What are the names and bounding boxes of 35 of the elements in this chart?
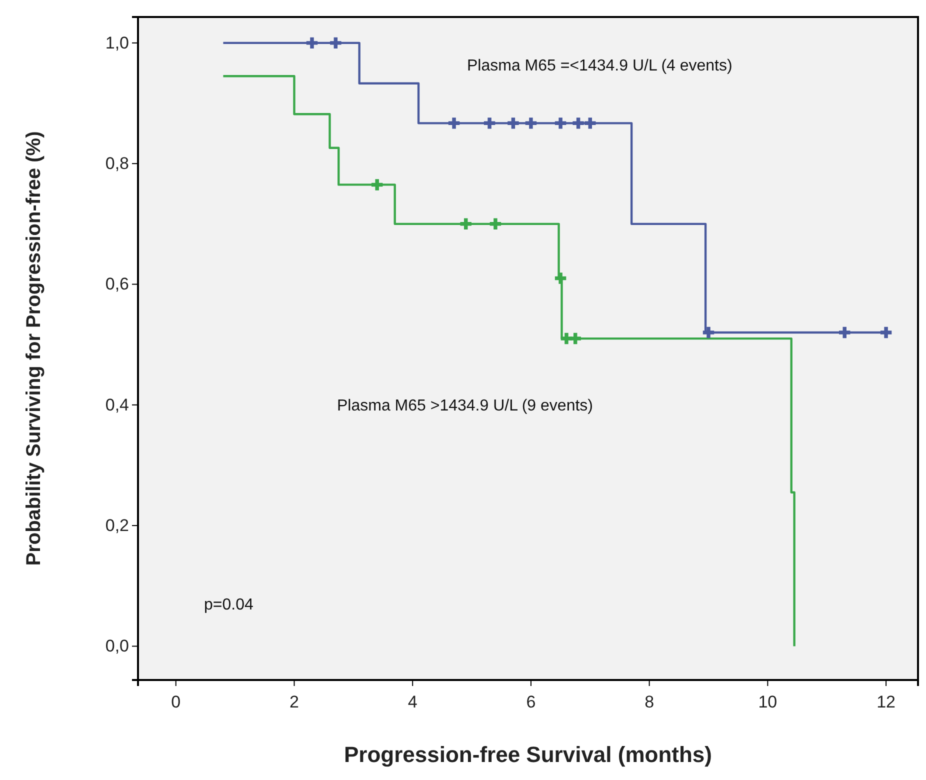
x-axis-title: Progression-free Survival (months) xyxy=(344,742,712,767)
point xyxy=(880,326,892,338)
point xyxy=(554,118,566,129)
point xyxy=(448,118,460,129)
point xyxy=(306,37,318,49)
y-axis-title: Probability Surviving for Progression-free (%) xyxy=(23,131,45,566)
point xyxy=(839,326,850,338)
x-tick-label: 4 xyxy=(408,692,418,712)
point xyxy=(460,218,472,230)
annotation: Plasma M65 >1434.9 U/L (9 events) xyxy=(337,398,593,415)
y-tick-label: 0,6 xyxy=(105,274,129,294)
point xyxy=(371,179,383,190)
point xyxy=(508,118,519,129)
annotation: Plasma M65 =<1434.9 U/L (4 events) xyxy=(467,58,732,75)
point xyxy=(525,118,537,129)
annotation: p=0.04 xyxy=(204,596,254,614)
point xyxy=(572,118,584,129)
x-tick-label: 10 xyxy=(758,692,778,712)
y-tick-label: 0,2 xyxy=(105,516,129,535)
y-tick-label: 0,0 xyxy=(105,636,129,656)
y-tick-label: 0,8 xyxy=(105,154,129,174)
x-tick-label: 12 xyxy=(876,692,896,712)
point xyxy=(484,118,496,129)
point xyxy=(330,37,342,49)
point xyxy=(702,326,714,338)
point xyxy=(554,272,566,284)
point xyxy=(584,118,596,129)
x-tick-label: 6 xyxy=(526,692,536,712)
x-tick-label: 2 xyxy=(290,692,299,712)
y-tick-label: 1,0 xyxy=(105,33,129,52)
y-tick-label: 0,4 xyxy=(105,395,129,414)
x-tick-label: 0 xyxy=(171,692,181,712)
point xyxy=(570,332,581,344)
x-tick-label: 8 xyxy=(644,692,654,712)
point xyxy=(490,218,502,230)
